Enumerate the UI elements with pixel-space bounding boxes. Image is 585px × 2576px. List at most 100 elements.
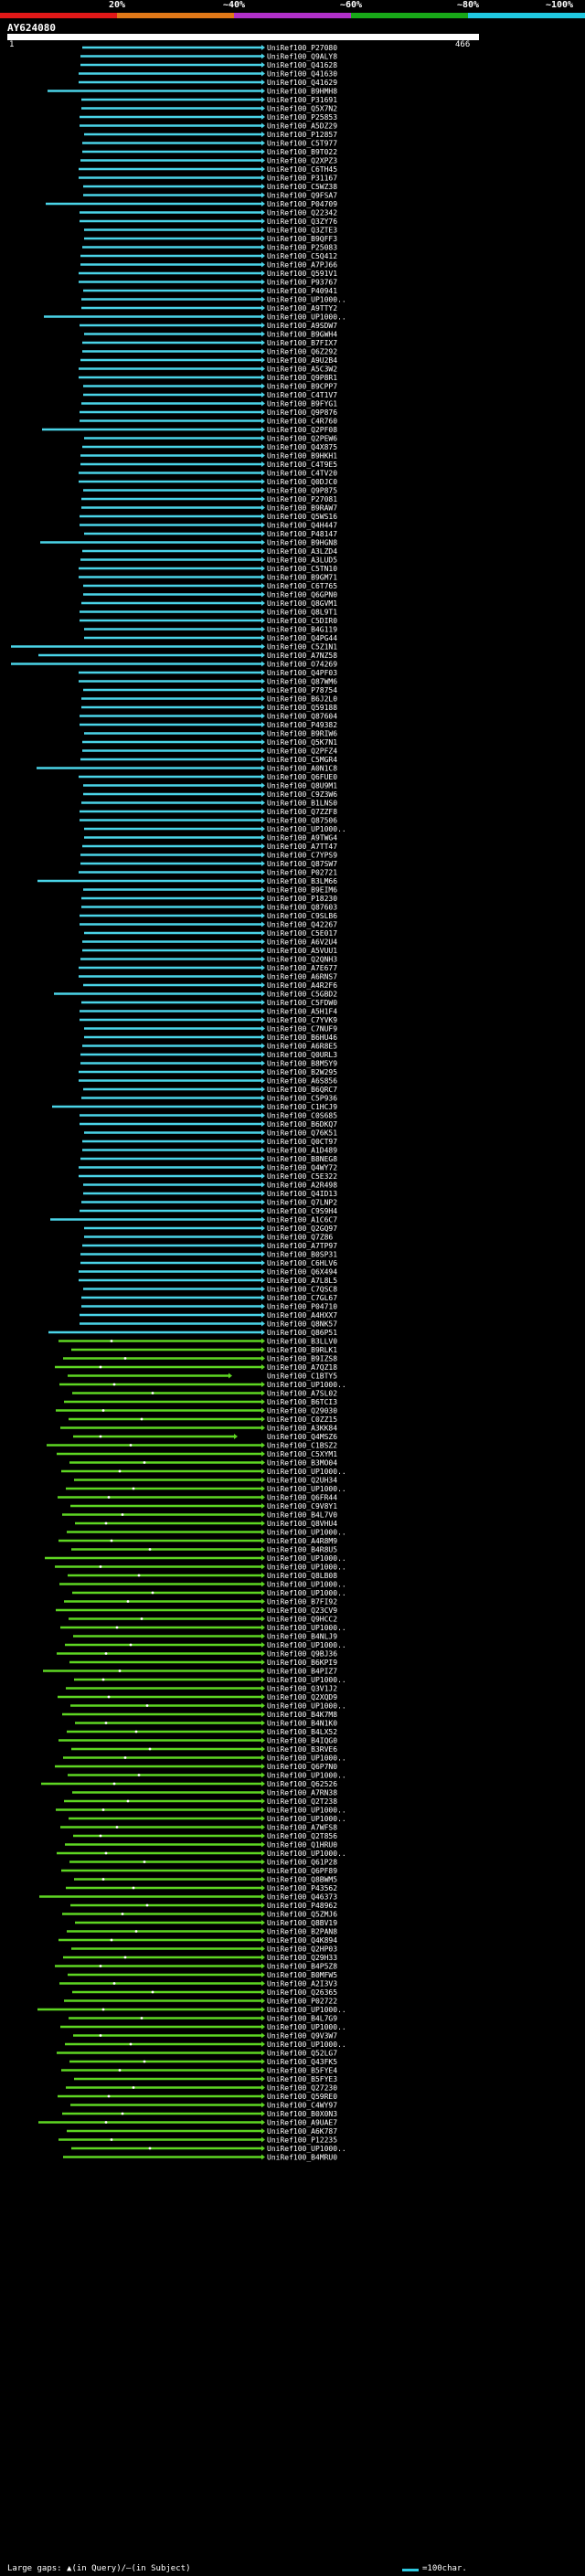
hit-row[interactable]: UniRef100_Q9P875 [83, 487, 337, 495]
hit-row[interactable]: UniRef100_B6QRC7 [83, 1086, 337, 1094]
hit-label[interactable]: UniRef100_P04709 [267, 200, 337, 208]
hit-row[interactable]: UniRef100_B9RIW6 [84, 730, 337, 738]
hit-label[interactable]: UniRef100_Q5ZMJ6 [267, 1911, 337, 1919]
hit-label[interactable]: UniRef100_Q9P8R1 [267, 374, 337, 382]
hit-label[interactable]: UniRef100_P49382 [267, 721, 337, 729]
hit-row[interactable]: UniRef100_C4TV20 [79, 470, 337, 478]
hit-label[interactable]: UniRef100_B4P5Z8 [267, 1963, 337, 1971]
hit-row[interactable]: UniRef100_P04709 [46, 200, 337, 208]
hit-label[interactable]: UniRef100_UP1000.. [267, 1702, 346, 1711]
hit-label[interactable]: UniRef100_Q87604 [267, 713, 337, 721]
hit-row[interactable]: UniRef100_A6RNS7 [79, 973, 337, 981]
hit-label[interactable]: UniRef100_Q4MSZ6 [267, 1433, 337, 1441]
hit-label[interactable]: UniRef100_Q2PFZ4 [267, 747, 337, 756]
hit-row[interactable]: UniRef100_C5Z1N1 [11, 643, 337, 652]
hit-label[interactable]: UniRef100_Q4ID13 [267, 1190, 337, 1198]
hit-row[interactable]: UniRef100_C7QSC8 [83, 1286, 337, 1294]
hit-row[interactable]: UniRef100_Q9P8R1 [79, 374, 337, 382]
hit-row[interactable]: UniRef100_P40941 [83, 287, 337, 295]
hit-row[interactable]: UniRef100_Q7Z86 [84, 1234, 333, 1242]
hit-label[interactable]: UniRef100_A5C3W2 [267, 366, 337, 374]
hit-label[interactable]: UniRef100_A1C6C7 [267, 1216, 337, 1224]
hit-row[interactable]: UniRef100_P25083 [82, 244, 337, 252]
hit-label[interactable]: UniRef100_C6T765 [267, 582, 337, 590]
hit-row[interactable]: UniRef100_C5E017 [84, 929, 337, 938]
hit-row[interactable]: UniRef100_C6TH45 [79, 165, 337, 174]
hit-row[interactable]: UniRef100_C1HCJ9 [52, 1103, 337, 1111]
hit-row[interactable]: UniRef100_P49382 [80, 721, 337, 729]
hit-row[interactable]: UniRef100_A9UAE7 [38, 2119, 337, 2127]
hit-row[interactable]: UniRef100_C0S685 [80, 1112, 337, 1120]
hit-label[interactable]: UniRef100_P48147 [267, 530, 337, 538]
hit-row[interactable]: UniRef100_P12235 [58, 2136, 337, 2145]
hit-row[interactable]: UniRef100_UP1000.. [59, 1581, 346, 1589]
hit-row[interactable]: UniRef100_C7YVK9 [80, 1016, 337, 1024]
hit-row[interactable]: UniRef100_Q41629 [79, 79, 337, 87]
hit-row[interactable]: UniRef100_Q9V3W7 [73, 2032, 337, 2041]
hit-row[interactable]: UniRef100_Q6P7N0 [55, 1763, 337, 1771]
hit-row[interactable]: UniRef100_B3MO04 [69, 1459, 337, 1468]
hit-row[interactable]: UniRef100_A5C3W2 [79, 366, 337, 374]
hit-label[interactable]: UniRef100_Q0CT97 [267, 1138, 337, 1146]
hit-row[interactable]: UniRef100_B6HU46 [84, 1034, 337, 1042]
hit-row[interactable]: UniRef100_P48147 [84, 530, 337, 538]
hit-row[interactable]: UniRef100_A7WFS8 [60, 1824, 337, 1832]
hit-label[interactable]: UniRef100_B3LM66 [267, 877, 337, 885]
hit-label[interactable]: UniRef100_UP1000.. [267, 1624, 346, 1632]
hit-label[interactable]: UniRef100_C1HCJ9 [267, 1103, 337, 1111]
hit-row[interactable]: UniRef100_A4R2F6 [83, 981, 337, 990]
hit-label[interactable]: UniRef100_Q9ALY8 [267, 53, 337, 61]
hit-label[interactable]: UniRef100_Q6PF89 [267, 1867, 337, 1875]
hit-label[interactable]: UniRef100_Q87SW7 [267, 860, 337, 868]
hit-row[interactable]: UniRef100_Q9ALY8 [80, 53, 337, 61]
hit-label[interactable]: UniRef100_B7FI92 [267, 1598, 337, 1606]
hit-row[interactable]: UniRef100_Q8NK57 [80, 1320, 337, 1329]
hit-label[interactable]: UniRef100_C4WY97 [267, 2102, 337, 2110]
hit-row[interactable]: UniRef100_B4IQG0 [58, 1737, 337, 1745]
hit-row[interactable]: UniRef100_C5P936 [81, 1095, 337, 1103]
hit-label[interactable]: UniRef100_UP1000.. [267, 1850, 346, 1858]
hit-row[interactable]: UniRef100_P27080 [82, 44, 337, 52]
hit-label[interactable]: UniRef100_Q41629 [267, 79, 337, 87]
hit-row[interactable]: UniRef100_UP1000.. [55, 1564, 346, 1572]
hit-row[interactable]: UniRef100_A5H1F4 [80, 1008, 337, 1016]
hit-row[interactable]: UniRef100_A3LZD4 [82, 547, 337, 556]
hit-label[interactable]: UniRef100_P27081 [267, 495, 337, 504]
hit-label[interactable]: UniRef100_B9HGN8 [267, 539, 337, 547]
hit-label[interactable]: UniRef100_C7NUF9 [267, 1025, 337, 1034]
hit-row[interactable]: UniRef100_A2I3V3 [59, 1980, 337, 1988]
hit-label[interactable]: UniRef100_C7YPS9 [267, 852, 337, 860]
hit-row[interactable]: UniRef100_C1BTY5 [68, 1373, 337, 1381]
hit-label[interactable]: UniRef100_UP1000.. [267, 2041, 346, 2049]
hit-label[interactable]: UniRef100_P18230 [267, 895, 337, 903]
hit-label[interactable]: UniRef100_Q29H33 [267, 1954, 337, 1962]
hit-label[interactable]: UniRef100_C5DIR0 [267, 617, 337, 625]
hit-label[interactable]: UniRef100_A6RNS7 [267, 973, 337, 981]
hit-label[interactable]: UniRef100_P31167 [267, 175, 337, 183]
hit-label[interactable]: UniRef100_C5FDW0 [267, 999, 337, 1007]
hit-label[interactable]: UniRef100_Q8L9T1 [267, 609, 337, 617]
hit-row[interactable]: UniRef100_Q2PEW6 [84, 435, 337, 443]
hit-label[interactable]: UniRef100_Q5X7N2 [267, 105, 337, 113]
hit-row[interactable]: UniRef100_C5T977 [82, 140, 337, 148]
hit-label[interactable]: UniRef100_C6HLV6 [267, 1259, 337, 1267]
hit-label[interactable]: UniRef100_Q27230 [267, 2084, 337, 2093]
hit-label[interactable]: UniRef100_A7WFS8 [267, 1824, 337, 1832]
hit-label[interactable]: UniRef100_B4IQG0 [267, 1737, 337, 1745]
hit-label[interactable]: UniRef100_B9EIM6 [267, 886, 337, 895]
hit-label[interactable]: UniRef100_Q4X875 [267, 443, 337, 451]
hit-row[interactable]: UniRef100_P04710 [81, 1303, 337, 1311]
hit-row[interactable]: UniRef100_Q9FSA7 [83, 192, 337, 200]
hit-label[interactable]: UniRef100_UP1000.. [267, 1807, 346, 1815]
hit-row[interactable]: UniRef100_P93767 [79, 279, 337, 287]
hit-row[interactable]: UniRef100_Q7LNP2 [81, 1199, 337, 1207]
hit-label[interactable]: UniRef100_O74269 [267, 661, 337, 669]
hit-label[interactable]: UniRef100_Q6GPN0 [267, 591, 337, 599]
hit-row[interactable]: UniRef100_UP1000.. [66, 1485, 346, 1493]
hit-label[interactable]: UniRef100_B9QFF3 [267, 235, 337, 243]
hit-label[interactable]: UniRef100_Q87506 [267, 817, 337, 825]
hit-label[interactable]: UniRef100_Q87WM6 [267, 678, 337, 686]
hit-row[interactable]: UniRef100_B2W295 [79, 1068, 337, 1076]
hit-label[interactable]: UniRef100_A7TT47 [267, 843, 337, 851]
hit-row[interactable]: UniRef100_A9U2B4 [80, 356, 337, 365]
